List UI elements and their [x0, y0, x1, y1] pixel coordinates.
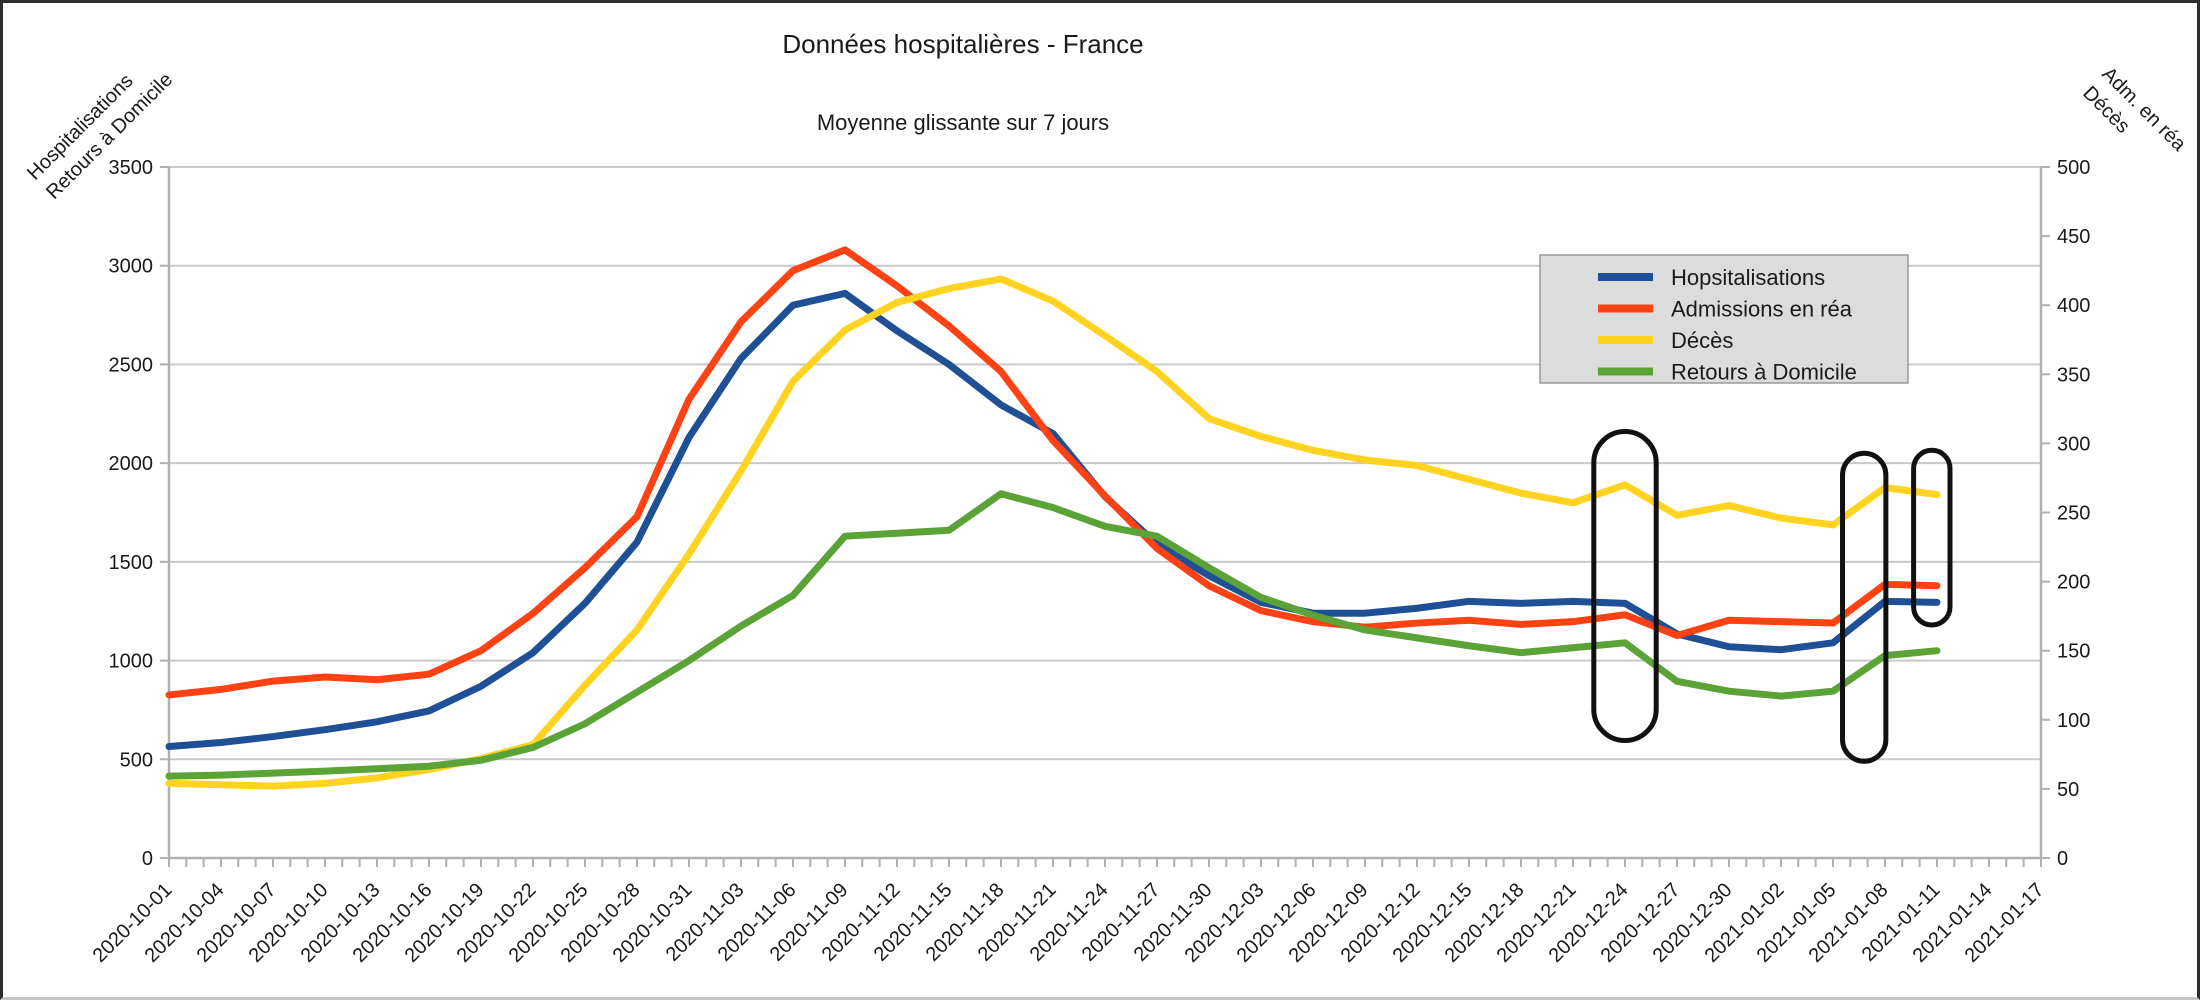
series-line-admissions-en-r-a [165, 246, 1941, 699]
left-y-tick-label: 1000 [109, 651, 154, 673]
svg-text:Adm. en réa Décès: Adm. en réa Décès [2078, 63, 2194, 179]
chart-title: Données hospitalières - France [782, 29, 1143, 59]
highlight-annotation [1911, 447, 1953, 628]
right-y-tick-label: 350 [2057, 364, 2090, 386]
legend-label-3: Décès [1671, 328, 1733, 353]
legend-label-4: Retours à Domicile [1671, 360, 1857, 385]
right-y-tick-label: 50 [2057, 779, 2079, 801]
left-y-tick-label: 500 [120, 749, 153, 771]
gridlines-layer [169, 166, 2041, 761]
highlight-annotation [1840, 450, 1889, 764]
legend: Hopsitalisations Admissions en réa Décès Re… [1539, 254, 1909, 385]
right-y-tick-label: 0 [2057, 848, 2068, 870]
right-y-tick-label: 100 [2057, 710, 2090, 732]
left-y-tick-label: 3500 [109, 157, 154, 179]
svg-text:Hospitalisations Retou: Hospitalisations Retours à Domicile [23, 50, 177, 204]
series-line-retours-domicile [165, 490, 1941, 780]
right-y-tick-label: 400 [2057, 295, 2090, 317]
right-axis-title: Adm. en réa Décès [2078, 63, 2194, 179]
left-axis-title: Hospitalisations Retours à Domicile [23, 50, 177, 204]
highlight-annotation [1591, 429, 1659, 744]
right-y-tick-label: 500 [2057, 157, 2090, 179]
left-y-tick-label: 2000 [109, 453, 154, 475]
left-y-tick-label: 1500 [109, 552, 154, 574]
right-y-tick-label: 300 [2057, 433, 2090, 455]
left-y-tick-label: 3000 [109, 256, 154, 278]
left-y-tick-label: 0 [142, 848, 153, 870]
left-axis-ticks-layer: 0 500 1000 1500 2000 2500 3000 3500 [109, 157, 169, 870]
right-y-tick-label: 250 [2057, 503, 2090, 525]
chart-canvas: Données hospitalières - France Moyenne g… [23, 29, 2194, 967]
x-axis-ticks-layer: 2020-10-012020-10-042020-10-072020-10-10… [89, 858, 2049, 967]
legend-label-1: Hopsitalisations [1671, 265, 1825, 290]
series-layer [165, 246, 1941, 790]
right-axis-ticks-layer: 0 50 100 150 200 250 300 350 400 450 500 [2041, 157, 2090, 870]
legend-label-2: Admissions en réa [1671, 297, 1853, 322]
left-y-tick-label: 2500 [109, 354, 154, 376]
right-y-tick-label: 450 [2057, 226, 2090, 248]
series-line-hopsitalisations [165, 289, 1941, 750]
right-y-tick-label: 200 [2057, 572, 2090, 594]
right-y-tick-label: 150 [2057, 641, 2090, 663]
annotations-layer [1591, 429, 1953, 764]
chart-subtitle: Moyenne glissante sur 7 jours [817, 110, 1109, 135]
